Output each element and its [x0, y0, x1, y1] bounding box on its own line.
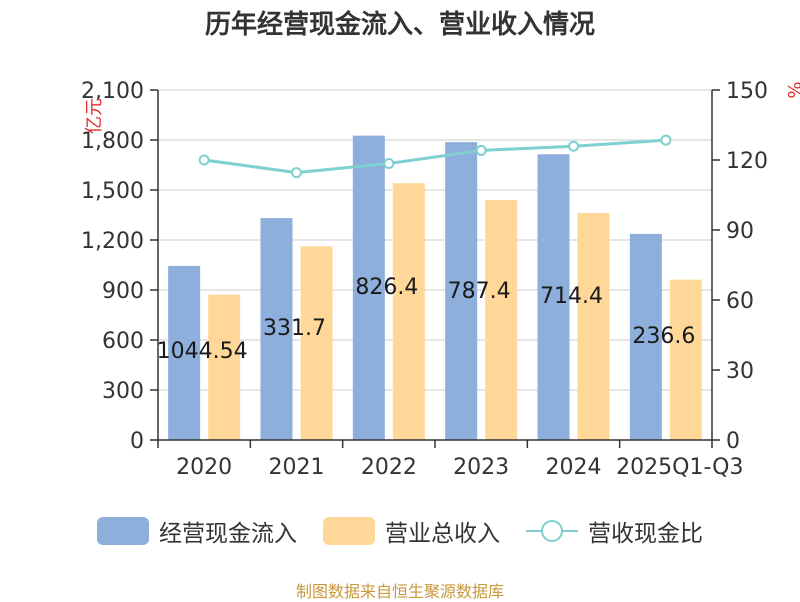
data-label: 236.6	[632, 324, 695, 349]
legend-label-cash-inflow: 经营现金流入	[159, 521, 297, 547]
x-tick-label: 2022	[361, 455, 417, 480]
legend-label-ratio: 营收现金比	[588, 521, 703, 547]
y-right-tick-label: 0	[726, 429, 740, 454]
bar-cash-inflow	[445, 142, 478, 440]
x-tick-label: 2023	[453, 455, 509, 480]
line-ratio-point	[475, 144, 487, 156]
data-label: 714.4	[540, 284, 603, 309]
y-right-tick-label: 120	[726, 149, 768, 174]
line-ratio-point	[198, 154, 210, 166]
data-source-note: 制图数据来自恒生聚源数据库	[295, 582, 504, 601]
bar-cash-inflow	[629, 233, 662, 440]
y-left-tick-label: 0	[130, 429, 144, 454]
bar-revenue	[669, 279, 702, 440]
legend-item-cash-inflow[interactable]: 经营现金流入	[97, 514, 297, 548]
bar-cash-inflow	[260, 218, 293, 440]
bar-cash-inflow	[168, 265, 201, 440]
chart-title: 历年经营现金流入、营业收入情况	[204, 10, 595, 40]
bar-revenue	[300, 246, 333, 440]
data-label: 331.7	[263, 316, 326, 341]
y-right-axis-label: %	[783, 81, 800, 98]
bar-revenue	[485, 200, 518, 440]
x-tick-label: 2025Q1-Q3	[616, 455, 743, 480]
bar-revenue	[208, 294, 241, 440]
line-ratio-point	[568, 140, 579, 152]
legend-item-ratio[interactable]: 营收现金比	[526, 514, 703, 548]
line-ratio-series	[203, 138, 666, 175]
legend-item-revenue[interactable]: 营业总收入	[323, 514, 500, 548]
data-label: 1044.54	[157, 339, 248, 364]
data-label: 826.4	[355, 275, 418, 300]
y-left-tick-label: 1,800	[81, 129, 144, 154]
x-tick-label: 2021	[269, 455, 325, 480]
y-left-tick-label: 2,100	[81, 79, 144, 104]
y-right-tick-label: 90	[726, 219, 754, 244]
bar-cash-inflow	[352, 135, 385, 440]
y-right-tick-label: 150	[726, 79, 768, 104]
legend-swatch-cash-inflow	[97, 517, 149, 545]
bar-revenue	[577, 213, 610, 440]
line-ratio-point	[660, 134, 672, 146]
legend-swatch-ratio	[526, 517, 578, 545]
bar-revenue	[392, 183, 425, 440]
line-ratio-point	[291, 167, 302, 179]
y-left-axis-label: 亿元	[84, 98, 105, 134]
data-label: 787.4	[448, 279, 511, 304]
bar-cash-inflow	[537, 154, 570, 440]
legend-swatch-revenue	[323, 517, 375, 545]
line-ratio-point	[383, 158, 395, 169]
chart-legend: 经营现金流入 营业总收入 营收现金比	[0, 514, 800, 548]
y-right-tick-label: 30	[726, 359, 754, 384]
y-right-tick-label: 60	[726, 289, 754, 314]
x-tick-label: 2024	[546, 455, 602, 480]
y-left-tick-label: 600	[102, 329, 144, 354]
y-left-tick-label: 900	[102, 279, 144, 304]
y-left-tick-label: 1,200	[81, 229, 144, 254]
legend-label-revenue: 营业总收入	[385, 521, 500, 547]
y-left-tick-label: 300	[102, 379, 144, 404]
x-tick-label: 2020	[176, 455, 232, 480]
y-left-tick-label: 1,500	[81, 179, 144, 204]
